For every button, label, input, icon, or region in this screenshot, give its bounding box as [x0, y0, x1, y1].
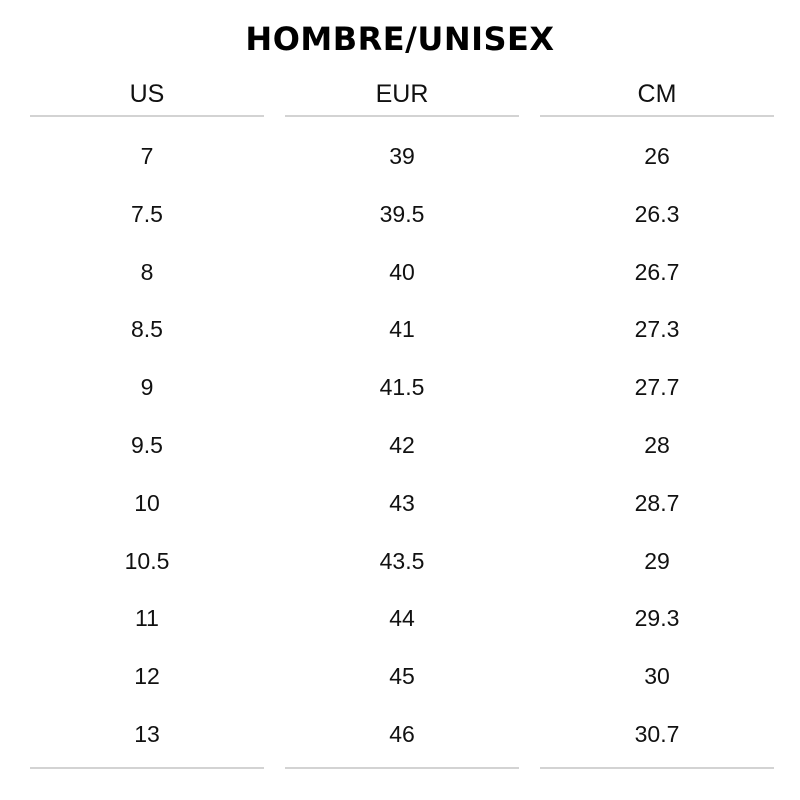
table-cell: 30 — [644, 663, 670, 690]
page-title: HOMBRE/UNISEX — [245, 20, 555, 58]
column-us: US 7 7.5 8 8.5 9 9.5 10 10.5 11 12 13 — [30, 74, 264, 769]
table-cell: 41.5 — [379, 374, 425, 401]
table-cell: 43.5 — [379, 547, 425, 574]
table-cell: 9 — [140, 374, 154, 401]
table-cell: 10 — [134, 489, 160, 516]
table-cell: 43 — [389, 489, 415, 516]
table-cell: 39.5 — [379, 200, 425, 227]
table-cell: 46 — [389, 720, 415, 747]
table-cell: 26.3 — [634, 200, 680, 227]
table-cell: 7.5 — [131, 200, 163, 227]
table-cell: 11 — [135, 605, 159, 632]
column-header: CM — [540, 74, 774, 117]
table-cell: 28 — [644, 431, 670, 458]
table-cell: 26.7 — [634, 258, 680, 285]
table-cell: 41 — [389, 316, 415, 343]
table-cell: 7 — [140, 143, 154, 169]
table-cell: 10.5 — [124, 547, 170, 574]
table-cell: 29 — [644, 547, 670, 574]
table-cell: 27.3 — [634, 316, 680, 343]
column-cm: CM 26 26.3 26.7 27.3 27.7 28 28.7 29 29.3 30 30.7 — [540, 74, 774, 769]
table-cell: 40 — [389, 258, 415, 285]
table-cell: 27.7 — [634, 374, 680, 401]
column-header: US — [30, 74, 264, 117]
table-cell: 8.5 — [131, 316, 163, 343]
table-cell: 42 — [389, 431, 415, 458]
table-cell: 45 — [389, 663, 415, 690]
table-cell: 30.7 — [634, 720, 680, 747]
column-body: 39 39.5 40 41 41.5 42 43 43.5 44 45 46 — [285, 117, 519, 769]
table-cell: 39 — [389, 143, 415, 169]
column-body: 7 7.5 8 8.5 9 9.5 10 10.5 11 12 13 — [30, 117, 264, 769]
table-cell: 8 — [140, 258, 154, 285]
table-cell: 29.3 — [634, 605, 680, 632]
column-eur: EUR 39 39.5 40 41 41.5 42 43 43.5 44 45 46 — [285, 74, 519, 769]
column-header: EUR — [285, 74, 519, 117]
column-body: 26 26.3 26.7 27.3 27.7 28 28.7 29 29.3 30 30.7 — [540, 117, 774, 769]
table-cell: 28.7 — [634, 489, 680, 516]
table-cell: 26 — [644, 143, 670, 169]
table-cell: 12 — [134, 663, 160, 690]
table-cell: 44 — [389, 605, 415, 632]
table-cell: 9.5 — [131, 431, 163, 458]
size-chart-table: US 7 7.5 8 8.5 9 9.5 10 10.5 11 12 13 EUR 39 39.5 40 41 4… — [30, 74, 774, 769]
table-cell: 13 — [134, 720, 160, 747]
